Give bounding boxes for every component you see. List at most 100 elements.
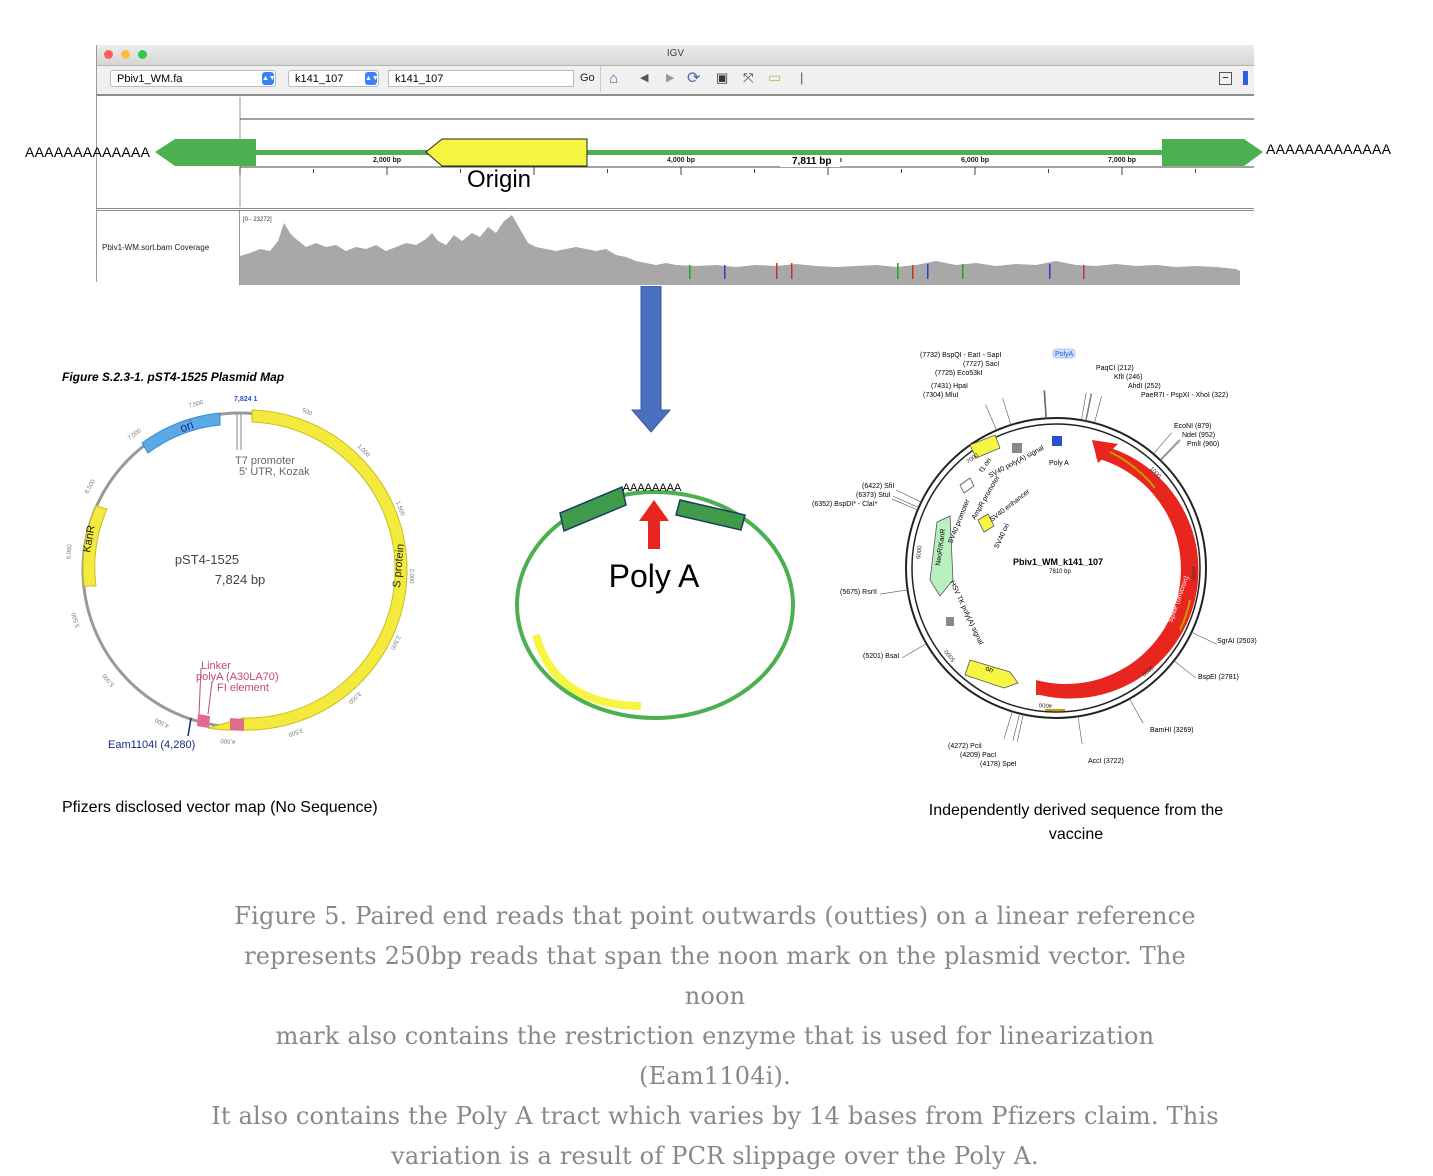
yellow-arc-end: [635, 702, 641, 710]
arrow-shape: [630, 286, 672, 433]
go-button[interactable]: Go: [580, 72, 595, 84]
site-line: [891, 498, 918, 511]
f1-ori-feature: [969, 434, 1001, 459]
site-line: [1003, 711, 1013, 739]
kanr-label: KanR: [81, 524, 98, 553]
site-ahdi: AhdI (252): [1128, 383, 1161, 390]
label-sv40-enhancer: SV40 enhancer: [989, 488, 1032, 524]
site-line: [1191, 632, 1217, 645]
refresh-icon[interactable]: ⟳: [687, 70, 701, 87]
minimize-window-button[interactable]: [121, 50, 130, 59]
locus-input[interactable]: k141_107: [388, 70, 574, 87]
left-map-caption: Pfizers disclosed vector map (No Sequenc…: [62, 799, 378, 816]
right-map-caption: Independently derived sequence from the …: [900, 799, 1252, 847]
left-tick-label: 4,500: [154, 716, 171, 728]
site-paqci: PaqCI (212): [1096, 365, 1134, 372]
length-label-bg: [780, 155, 840, 167]
left-plasmid-map: 5001,0001,5002,0002,5003,0003,5004,0004,…: [66, 396, 414, 751]
left-map-title: Figure S.2.3-1. pST4-1525 Plasmid Map: [62, 370, 285, 384]
close-window-button[interactable]: [104, 50, 113, 59]
left-tick-label: 3,500: [287, 726, 304, 737]
site-pmli: PmlI (960): [1187, 441, 1219, 448]
toolbar: Pbiv1_WM.fa ▲▼ k141_107 ▲▼ k141_107 Go ⌂…: [97, 66, 1254, 96]
polya-title: Poly A: [609, 558, 700, 594]
left-plasmid-size: 7,824 bp: [215, 572, 266, 587]
chromosome-select[interactable]: k141_107 ▲▼: [288, 70, 379, 87]
linker-label: Linker: [201, 660, 231, 672]
zoom-slider[interactable]: [1243, 71, 1248, 85]
site-line: [1085, 393, 1093, 422]
data-range: [0 - 23272]: [243, 217, 272, 223]
track-divider: [239, 211, 240, 285]
reference-line: [250, 150, 1165, 155]
variant-mark: [962, 264, 964, 279]
ruler-tick-label: 2,000 bp: [373, 157, 401, 164]
site-paer7i: PaeR7I - PspXI - XhoI (322): [1141, 392, 1228, 399]
linker-pointer: [198, 667, 202, 715]
site-acci: AccI (3722): [1088, 758, 1124, 765]
variant-mark: [791, 263, 793, 279]
region-icon[interactable]: ▣: [716, 70, 729, 85]
origin-feature: [425, 138, 588, 167]
site-line: [1016, 714, 1024, 742]
orf-mark: [1179, 599, 1191, 631]
site-kfli: KflI (246): [1114, 374, 1142, 381]
right-plasmid-size: 7810 bp: [1049, 569, 1071, 575]
site-bspqi: (7732) BspQI - EarI - SapI: [920, 352, 1001, 359]
toolbar-divider: [600, 66, 601, 92]
site-sfii: (6422) SfiI: [862, 483, 894, 490]
yellow-arc: [532, 633, 641, 710]
site-line: [1160, 440, 1181, 461]
site-line: [985, 404, 997, 431]
sv40-polya-feature: [1012, 443, 1022, 453]
site-mlui: (7304) MluI: [923, 392, 958, 399]
neor-kanr-feature: [929, 515, 954, 597]
caption-line: represents 250bp reads that span the noo…: [244, 942, 1186, 1010]
ruler-tick-label: 4,000 bp: [667, 157, 695, 164]
right-arrow-feature: [1162, 139, 1263, 166]
igv-window: IGV Pbiv1_WM.fa ▲▼ k141_107 ▲▼ k141_107 …: [96, 45, 1254, 285]
ruler-icon[interactable]: |: [800, 70, 804, 85]
left-tick-label: 5,500: [71, 611, 81, 628]
right-plasmid-name: Pbiv1_WM_k141_107: [1013, 557, 1103, 567]
right-tick-label: 2000: [1190, 566, 1197, 580]
popup-text-icon[interactable]: ▭: [768, 69, 782, 85]
zoom-out-icon[interactable]: −: [1219, 72, 1232, 85]
polya-badge-bg: [1052, 348, 1076, 359]
zoom-window-button[interactable]: [138, 50, 147, 59]
label-sv40-promoter: SV40 promoter: [947, 498, 971, 545]
left-top-label: 7,824 1: [234, 396, 257, 403]
label-ori: ori: [984, 665, 994, 674]
label-hsv-tk: HSV TK poly(A) signal: [948, 580, 984, 646]
left-plasmid-name: pST4-1525: [175, 552, 239, 567]
right-outer-ring: [905, 417, 1207, 719]
chevron-down-icon: ▲▼: [262, 72, 276, 85]
sv40-ori-feature: [977, 513, 995, 533]
site-bspei: BspEI (2781): [1198, 674, 1239, 681]
chromosome-select-value: k141_107: [295, 73, 344, 85]
site-ndei: NdeI (952): [1182, 432, 1215, 439]
forward-icon[interactable]: ▶: [666, 72, 675, 84]
home-icon[interactable]: ⌂: [609, 70, 619, 87]
right-tick-label: 4000: [1038, 701, 1052, 708]
left-tick-label: 6,000: [66, 543, 74, 559]
back-icon[interactable]: ◀: [640, 72, 649, 84]
utr-label: 5' UTR, Kozak: [239, 466, 310, 478]
coverage-track: Pbiv1-WM.sort.bam Coverage [0 - 23272]: [97, 208, 1254, 285]
site-line: [1173, 660, 1197, 679]
variant-mark: [1049, 264, 1051, 279]
locus-input-value: k141_107: [395, 73, 444, 85]
polya-badge: PolyA: [1055, 351, 1074, 358]
left-tick-label: 1,500: [394, 501, 405, 518]
genome-select[interactable]: Pbiv1_WM.fa ▲▼: [110, 70, 276, 87]
site-stui: (6373) StuI: [856, 492, 891, 499]
site-line: [1094, 395, 1102, 424]
resize-icon[interactable]: ⤧: [743, 70, 754, 85]
site-hpai: (7431) HpaI: [931, 383, 968, 390]
polya-seq-label: polyA (A30LA70): [196, 671, 279, 683]
caption-line: Figure 5. Paired end reads that point ou…: [234, 902, 1196, 930]
variant-mark: [689, 265, 691, 279]
ruler-tick-label: 6,000 bp: [961, 157, 989, 164]
site-eco53ki: (7725) Eco53kI: [935, 370, 983, 377]
